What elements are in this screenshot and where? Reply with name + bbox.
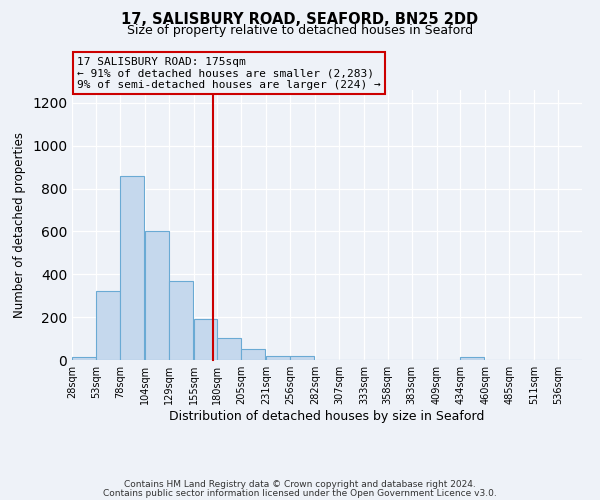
Bar <box>217 338 241 360</box>
Text: 17 SALISBURY ROAD: 175sqm
← 91% of detached houses are smaller (2,283)
9% of sem: 17 SALISBURY ROAD: 175sqm ← 91% of detac… <box>77 57 381 90</box>
Bar <box>266 356 290 360</box>
Text: Contains HM Land Registry data © Crown copyright and database right 2024.: Contains HM Land Registry data © Crown c… <box>124 480 476 489</box>
Bar <box>72 357 96 360</box>
Bar <box>96 292 120 360</box>
Text: Size of property relative to detached houses in Seaford: Size of property relative to detached ho… <box>127 24 473 37</box>
Bar <box>169 280 193 360</box>
Text: Contains public sector information licensed under the Open Government Licence v3: Contains public sector information licen… <box>103 489 497 498</box>
Y-axis label: Number of detached properties: Number of detached properties <box>13 132 26 318</box>
Bar <box>460 357 484 360</box>
Bar <box>120 176 144 360</box>
Bar <box>145 232 169 360</box>
Text: 17, SALISBURY ROAD, SEAFORD, BN25 2DD: 17, SALISBURY ROAD, SEAFORD, BN25 2DD <box>121 12 479 28</box>
X-axis label: Distribution of detached houses by size in Seaford: Distribution of detached houses by size … <box>169 410 485 423</box>
Bar <box>241 350 265 360</box>
Bar <box>290 356 314 360</box>
Bar <box>194 320 217 360</box>
